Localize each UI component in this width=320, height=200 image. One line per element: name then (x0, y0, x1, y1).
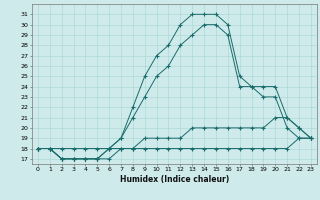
X-axis label: Humidex (Indice chaleur): Humidex (Indice chaleur) (120, 175, 229, 184)
